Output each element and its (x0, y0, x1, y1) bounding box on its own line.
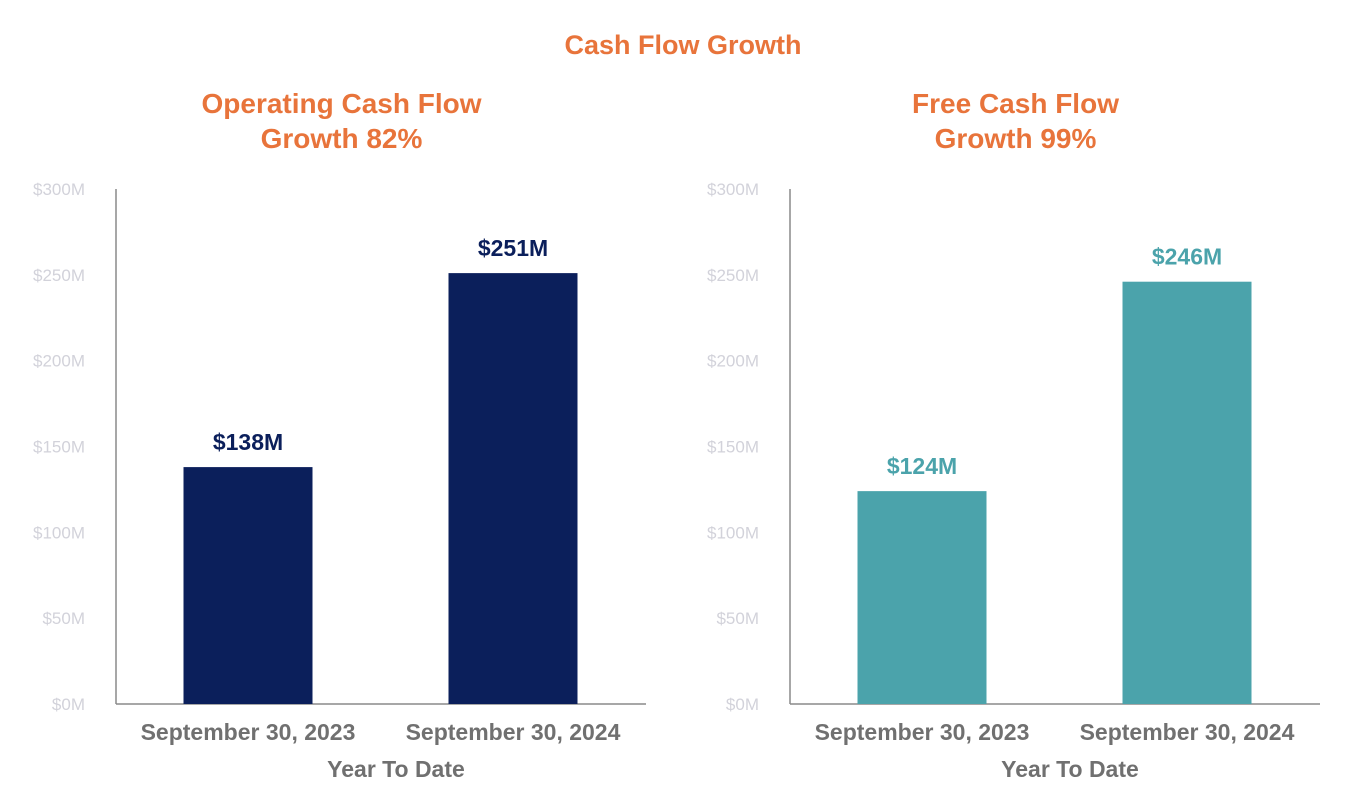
y-tick-label: $300M (33, 180, 85, 199)
chart-operating-cash-flow: Operating Cash Flow Growth 82% $0M $50M $1… (0, 86, 683, 782)
y-tick-label: $100M (707, 523, 759, 542)
y-tick-label: $200M (707, 352, 759, 371)
chart-title-line-1: Operating Cash Flow (201, 88, 482, 119)
y-tick-label: $0M (726, 695, 759, 714)
bar (857, 491, 987, 704)
chart-title-line-2: Growth 99% (934, 123, 1097, 154)
data-label: $251M (478, 235, 548, 261)
chart-title-line-1: Free Cash Flow (912, 88, 1119, 119)
x-axis-title: Year To Date (1001, 756, 1139, 782)
y-tick-label: $100M (33, 523, 85, 542)
page-title: Cash Flow Growth (564, 30, 802, 60)
x-tick-label: September 30, 2024 (1080, 719, 1295, 745)
y-tick-label: $150M (33, 438, 85, 457)
x-tick-label: September 30, 2024 (406, 719, 621, 745)
chart-title: Operating Cash Flow Growth 82% (0, 86, 683, 156)
y-tick-label: $50M (42, 609, 85, 628)
chart-title: Free Cash Flow Growth 99% (674, 86, 1357, 156)
data-label: $246M (1152, 244, 1222, 270)
y-tick-label: $250M (707, 266, 759, 285)
y-tick-label: $0M (52, 695, 85, 714)
data-label: $124M (887, 453, 957, 479)
data-label: $138M (213, 429, 283, 455)
chart-title-line-2: Growth 82% (260, 123, 423, 154)
x-tick-label: September 30, 2023 (815, 719, 1030, 745)
bar (1122, 281, 1252, 704)
bar (448, 273, 578, 704)
x-tick-label: September 30, 2023 (141, 719, 356, 745)
y-tick-label: $50M (716, 609, 759, 628)
chart-free-cash-flow: Free Cash Flow Growth 99% $0M $50M $100M $1… (674, 0, 1357, 796)
bar (183, 467, 313, 704)
y-tick-label: $250M (33, 266, 85, 285)
chart-plot: $0M $50M $100M $150M $200M $250M $300M $138M Sep… (33, 180, 646, 782)
y-tick-label: $300M (707, 180, 759, 199)
chart-plot: $0M $50M $100M $150M $200M $250M $300M $124M Sep… (707, 180, 1320, 782)
y-tick-label: $150M (707, 438, 759, 457)
x-axis-title: Year To Date (327, 756, 465, 782)
y-tick-label: $200M (33, 352, 85, 371)
